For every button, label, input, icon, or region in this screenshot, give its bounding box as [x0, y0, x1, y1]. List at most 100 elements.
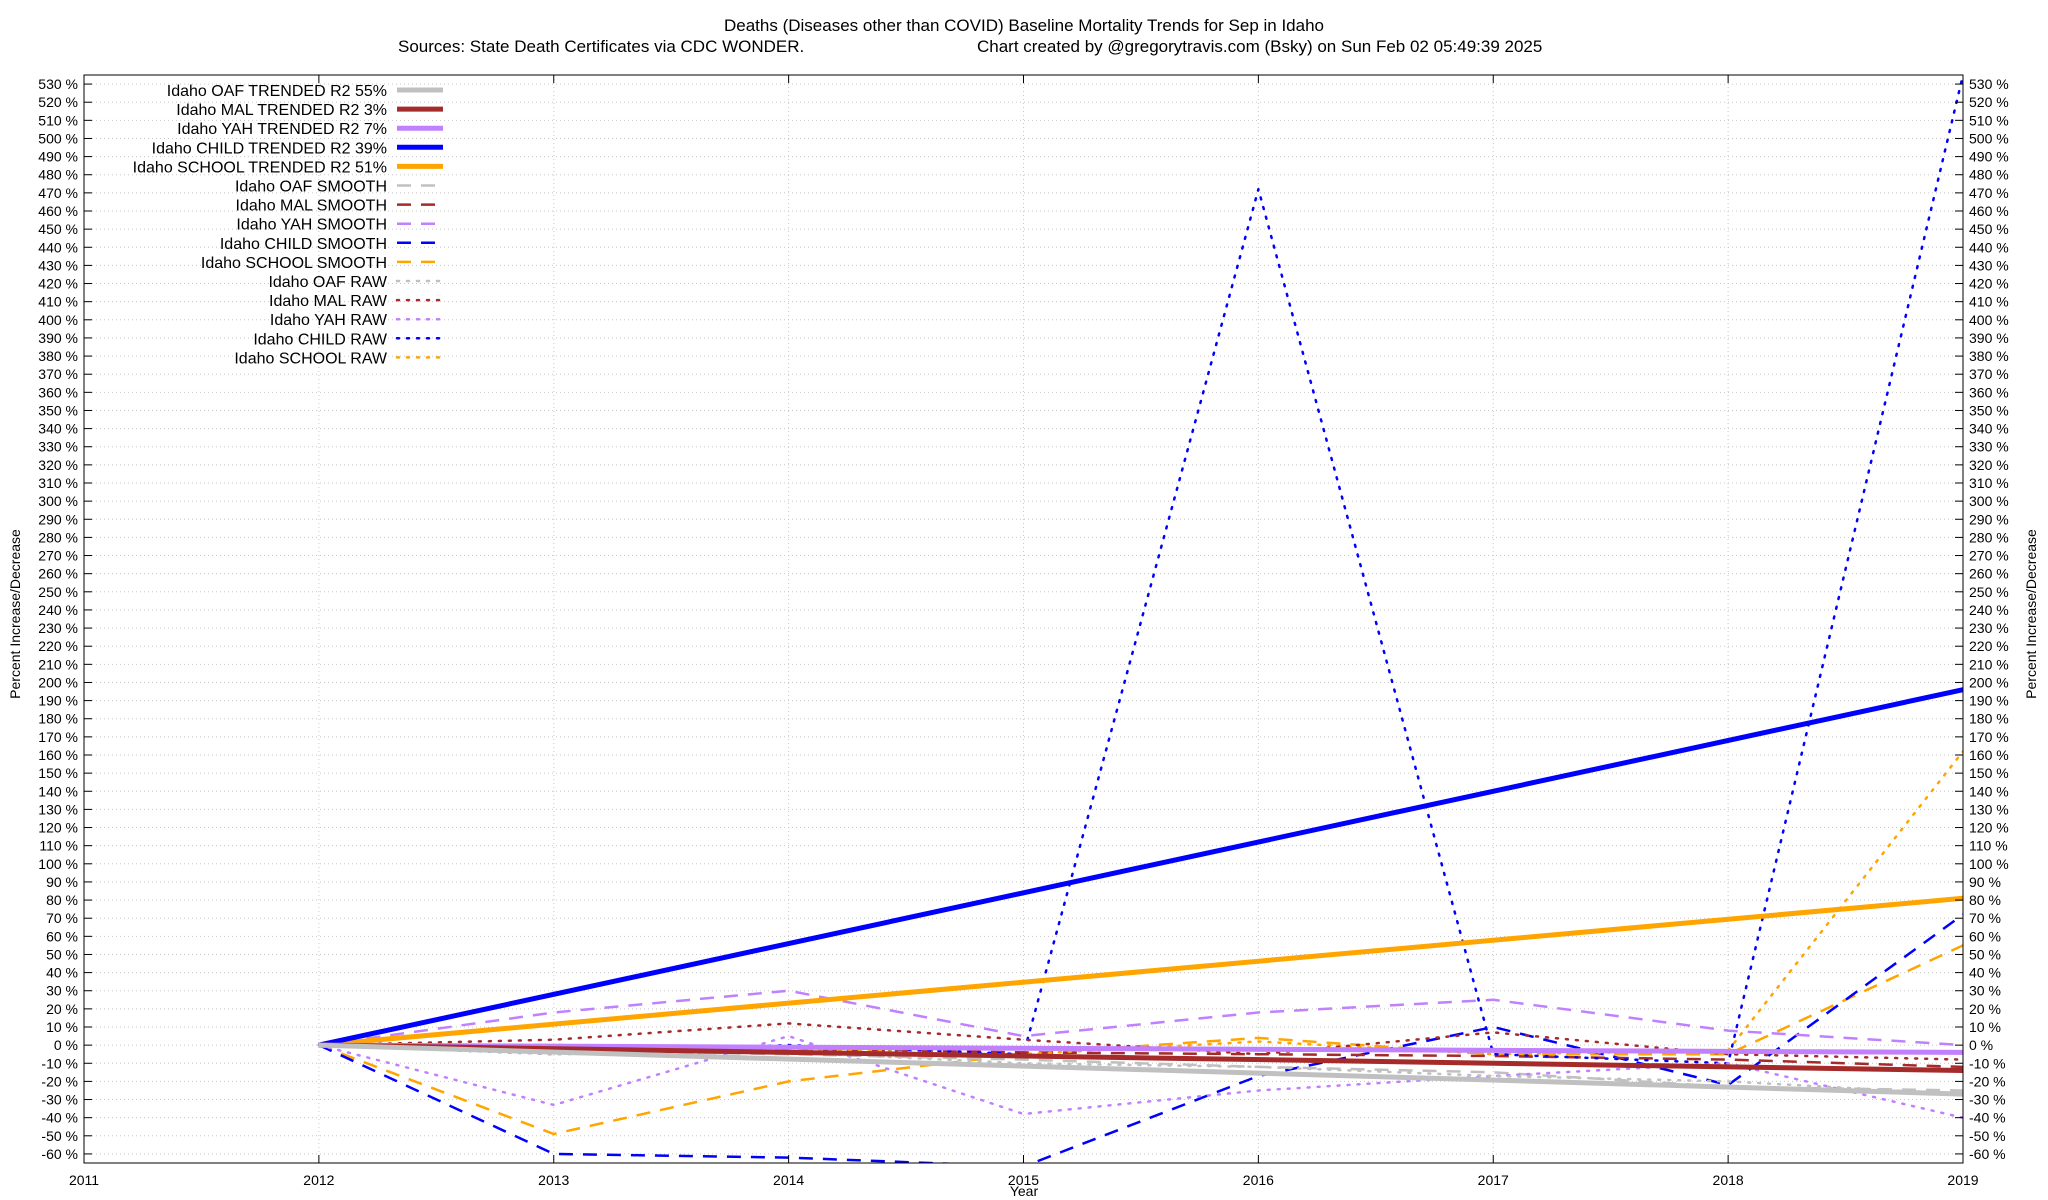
- y-tick-label: 130 %: [38, 801, 78, 817]
- y-tick-label: 300 %: [38, 493, 78, 509]
- y-tick-label: 20 %: [1969, 1001, 2001, 1017]
- x-tick-label: 2013: [538, 1172, 569, 1188]
- y-tick-label: 0 %: [1969, 1037, 1993, 1053]
- y-tick-label: 460 %: [1969, 203, 2009, 219]
- y-tick-label: 290 %: [38, 511, 78, 527]
- y-axis-label-right: Percent Increase/Decrease: [2023, 529, 2039, 699]
- y-tick-label: 240 %: [1969, 602, 2009, 618]
- y-tick-label: 220 %: [38, 638, 78, 654]
- legend-label: Idaho CHILD RAW: [253, 331, 388, 348]
- y-tick-label: 220 %: [1969, 638, 2009, 654]
- y-tick-label: 300 %: [1969, 493, 2009, 509]
- y-tick-label: 320 %: [1969, 457, 2009, 473]
- axis-ticks: [83, 75, 1964, 1163]
- legend-label: Idaho SCHOOL TRENDED R2 51%: [133, 159, 387, 176]
- y-tick-label: -30 %: [1969, 1092, 2006, 1108]
- y-tick-label: 350 %: [1969, 402, 2009, 418]
- y-tick-label: 500 %: [38, 130, 78, 146]
- y-tick-label: 370 %: [1969, 366, 2009, 382]
- y-tick-label: -40 %: [41, 1110, 78, 1126]
- y-tick-label: 280 %: [38, 529, 78, 545]
- series-line: [318, 913, 1963, 1163]
- y-tick-label: -60 %: [1969, 1146, 2006, 1162]
- series-line: [318, 1042, 1963, 1055]
- x-tick-label: 2017: [1478, 1172, 1509, 1188]
- y-tick-label: 210 %: [1969, 656, 2009, 672]
- x-tick-label: 2015: [1008, 1172, 1039, 1188]
- y-tick-label: 340 %: [1969, 421, 2009, 437]
- y-tick-label: 280 %: [1969, 529, 2009, 545]
- y-tick-label: 30 %: [1969, 983, 2001, 999]
- y-tick-label: 400 %: [1969, 312, 2009, 328]
- y-tick-label: 70 %: [1969, 910, 2001, 926]
- legend-label: Idaho OAF TRENDED R2 55%: [167, 83, 387, 100]
- y-tick-label: 40 %: [46, 965, 78, 981]
- series-line: [318, 895, 1963, 1048]
- y-tick-label: 60 %: [1969, 928, 2001, 944]
- y-tick-label: 180 %: [1969, 711, 2009, 727]
- legend-label: Idaho SCHOOL RAW: [234, 350, 388, 367]
- legend-label: Idaho YAH TRENDED R2 7%: [177, 121, 387, 138]
- y-tick-label: 470 %: [1969, 185, 2009, 201]
- y-tick-label: 320 %: [38, 457, 78, 473]
- y-tick-label: 130 %: [1969, 801, 2009, 817]
- y-tick-label: 100 %: [1969, 856, 2009, 872]
- y-tick-label: -20 %: [1969, 1073, 2006, 1089]
- series-line: [318, 989, 1963, 1047]
- y-tick-label: 410 %: [38, 294, 78, 310]
- y-tick-label: 200 %: [1969, 674, 2009, 690]
- y-tick-label: 420 %: [1969, 276, 2009, 292]
- y-tick-labels-left: -60 % -50 % -40 % -30 % -20 % -10 % 0 % 10 % 20 …: [38, 76, 78, 1162]
- y-tick-label: 60 %: [46, 928, 78, 944]
- y-tick-label: 150 %: [38, 765, 78, 781]
- y-tick-label: 530 %: [1969, 76, 2009, 92]
- y-tick-label: -50 %: [41, 1128, 78, 1144]
- y-tick-label: 530 %: [38, 76, 78, 92]
- y-tick-label: 230 %: [38, 620, 78, 636]
- legend-label: Idaho MAL RAW: [269, 293, 388, 310]
- y-tick-label: 260 %: [1969, 566, 2009, 582]
- y-tick-label: 180 %: [38, 711, 78, 727]
- y-tick-label: 90 %: [46, 874, 78, 890]
- y-tick-label: 190 %: [38, 693, 78, 709]
- y-tick-label: 340 %: [38, 421, 78, 437]
- y-tick-label: 330 %: [1969, 439, 2009, 455]
- y-tick-label: 390 %: [38, 330, 78, 346]
- series-lines: [317, 75, 1963, 1163]
- series-line: [318, 944, 1963, 1136]
- y-tick-label: 230 %: [1969, 620, 2009, 636]
- y-tick-label: 310 %: [1969, 475, 2009, 491]
- y-axis-label-left: Percent Increase/Decrease: [7, 529, 23, 699]
- legend-label: Idaho OAF SMOOTH: [235, 179, 387, 196]
- y-tick-label: 490 %: [1969, 149, 2009, 165]
- legend-label: Idaho YAH SMOOTH: [236, 217, 387, 234]
- x-tick-label: 2018: [1713, 1172, 1744, 1188]
- y-tick-label: 290 %: [1969, 511, 2009, 527]
- y-tick-label: -10 %: [41, 1055, 78, 1071]
- y-tick-label: 40 %: [1969, 965, 2001, 981]
- y-tick-label: 470 %: [38, 185, 78, 201]
- legend-label: Idaho MAL SMOOTH: [236, 198, 387, 215]
- y-tick-label: 400 %: [38, 312, 78, 328]
- series-line: [318, 687, 1963, 1048]
- y-tick-label: 30 %: [46, 983, 78, 999]
- y-tick-label: 110 %: [1969, 838, 2008, 854]
- y-tick-label: -20 %: [41, 1073, 78, 1089]
- y-tick-label: 70 %: [46, 910, 78, 926]
- y-tick-label: 260 %: [38, 566, 78, 582]
- y-tick-label: 20 %: [46, 1001, 78, 1017]
- y-tick-label: 50 %: [46, 946, 78, 962]
- y-tick-label: 440 %: [1969, 239, 2009, 255]
- y-tick-label: 160 %: [38, 747, 78, 763]
- chart-legend: Idaho OAF TRENDED R2 55% Idaho MAL TRENDE…: [133, 83, 445, 367]
- y-tick-labels-right: -60 % -50 % -40 % -30 % -20 % -10 % 0 % 10 % 20 …: [1969, 76, 2009, 1162]
- legend-label: Idaho OAF RAW: [268, 274, 387, 291]
- y-tick-label: 330 %: [38, 439, 78, 455]
- x-tick-labels: 2011 2012 2013 2014 2015 2016 2017 2018 2019: [69, 1172, 1979, 1188]
- y-tick-label: 500 %: [1969, 130, 2009, 146]
- y-tick-label: 380 %: [38, 348, 78, 364]
- y-tick-label: -50 %: [1969, 1128, 2006, 1144]
- y-tick-label: 0 %: [54, 1037, 78, 1053]
- y-tick-label: 10 %: [46, 1019, 78, 1035]
